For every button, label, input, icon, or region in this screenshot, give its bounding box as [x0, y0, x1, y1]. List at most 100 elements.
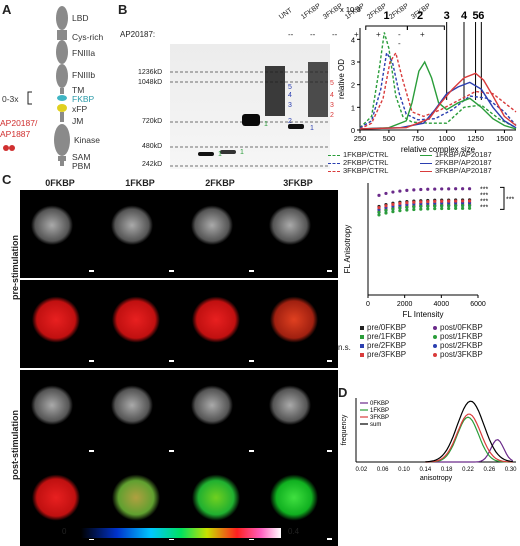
aniso-point — [433, 207, 437, 211]
aniso-point — [461, 187, 465, 191]
gel-ap-value: -- — [288, 30, 294, 39]
row-label-pre: pre-stimulation — [10, 234, 20, 300]
legend-label: post/2FKBP — [440, 341, 483, 350]
fkbp-domain — [57, 95, 67, 101]
microscopy-image — [20, 190, 100, 278]
marker-1236: 1236kD — [138, 69, 163, 76]
column-header: 3FKBP — [283, 178, 313, 188]
aniso-point — [467, 206, 472, 210]
colorbar — [80, 527, 282, 539]
aniso-point — [419, 204, 423, 208]
aniso-point — [461, 206, 465, 210]
hist-curve — [425, 416, 513, 463]
aniso-point — [377, 206, 381, 210]
aniso-legend-pre: pre/0FKBP — [360, 323, 406, 332]
od-legend-label: 1FKBP/AP20187 — [435, 150, 492, 159]
aniso-point — [433, 204, 437, 208]
label-fniiib: FNIIIb — [72, 70, 96, 80]
aniso-point — [384, 208, 388, 212]
scale-bar — [169, 360, 174, 362]
aniso-point — [412, 200, 416, 204]
aniso-point — [377, 210, 381, 214]
od-legend-swatch — [328, 154, 340, 156]
cys-rich-domain — [57, 30, 67, 40]
aniso-point — [412, 205, 416, 209]
aniso-point — [405, 208, 409, 212]
aniso-point — [454, 187, 458, 191]
od-y-tick-label: 2 — [351, 81, 355, 90]
lbd-domain — [56, 6, 68, 30]
panel-letter-d: D — [338, 385, 348, 400]
scale-bar — [169, 538, 174, 540]
band-label-5: 5 — [288, 84, 292, 91]
hist-curve — [425, 413, 513, 463]
hist-legend-label: 0FKBP — [370, 401, 389, 407]
microscopy-image — [100, 370, 180, 458]
complex-bracket — [365, 25, 408, 30]
od-legend-entry: 3FKBP/CTRL — [328, 166, 388, 175]
kinase-domain — [54, 124, 70, 156]
legend-label: pre/2FKBP — [367, 341, 407, 350]
od-y-tick-label: 0 — [351, 126, 355, 135]
hist-legend-label: sum — [370, 422, 381, 428]
label-lbd: LBD — [72, 13, 89, 23]
label-pbm: PBM — [72, 161, 91, 171]
anisotropy-chart: 0 2000 4000 6000 FL Intensity FL Anisotropy **… — [338, 175, 520, 385]
aniso-point — [412, 188, 416, 192]
scale-bar — [327, 538, 332, 540]
band-label-r5: 5 — [330, 80, 334, 87]
hist-y-label: frequency — [341, 414, 348, 445]
complex-label: 3 — [444, 10, 450, 22]
fniiib-domain — [56, 64, 68, 88]
legend-label: pre/3FKBP — [367, 350, 407, 359]
hist-legend-label: 1FKBP — [370, 408, 389, 414]
marker-1048: 1048kD — [138, 79, 163, 86]
od-legend-label: 3FKBP/CTRL — [343, 166, 389, 175]
scale-bar — [249, 538, 254, 540]
od-legend-label: 1FKBP/CTRL — [343, 150, 389, 159]
aniso-chart-svg: 0 2000 4000 6000 FL Intensity FL Anisotropy **… — [343, 183, 514, 319]
legend-marker — [433, 353, 437, 357]
complex-label: 5 — [472, 10, 478, 22]
legend-marker — [360, 335, 364, 339]
od-legend-swatch — [328, 170, 340, 172]
complex-label: 1 — [384, 10, 390, 22]
label-xfp: xFP — [72, 104, 88, 114]
aniso-point — [454, 203, 458, 208]
complex-label: 4 — [461, 10, 468, 22]
receptor-schematic: LBD Cys-rich FNIIIa FNIIIb TM FKBP xFP J… — [0, 0, 115, 171]
od-y-tick-label: 3 — [351, 58, 355, 67]
aniso-point — [377, 193, 381, 197]
aniso-point — [440, 206, 444, 211]
scale-bar — [169, 450, 174, 452]
panel-letter-b: B — [118, 2, 128, 17]
legend-marker — [433, 344, 437, 348]
aniso-x-tick-label: 6000 — [470, 301, 486, 308]
sam-domain — [58, 156, 66, 161]
od-legend-entry: 1FKBP/AP20187 — [420, 150, 492, 159]
aniso-point — [433, 199, 437, 203]
aniso-point — [398, 201, 402, 205]
scale-bar — [169, 270, 174, 272]
complex-bracket — [406, 25, 445, 30]
legend-marker — [360, 353, 364, 357]
aniso-point — [391, 207, 395, 211]
marker-242: 242kD — [142, 161, 163, 168]
legend-label: pre/0FKBP — [367, 323, 407, 332]
microscopy-image — [180, 280, 260, 368]
microscopy-image — [20, 280, 100, 368]
od-x-label: relative complex size — [401, 145, 476, 154]
od-series-line — [359, 32, 517, 129]
complex-size-chart: 250 500 750 1000 1250 1500 0 1 2 3 4 x 10-3 relative… — [328, 0, 520, 175]
significance-mark: *** — [480, 198, 488, 205]
scale-bar — [249, 270, 254, 272]
od-legend-swatch — [420, 170, 432, 172]
od-legend-swatch — [420, 162, 432, 164]
hist-x-tick-label: 0.02 — [355, 467, 367, 473]
significance-mark: *** — [480, 204, 488, 211]
scale-bar — [327, 450, 332, 452]
microscopy-image — [258, 280, 338, 368]
legend-marker — [433, 326, 437, 330]
band-label-1d: 1 — [310, 125, 314, 132]
aniso-point — [467, 203, 472, 208]
